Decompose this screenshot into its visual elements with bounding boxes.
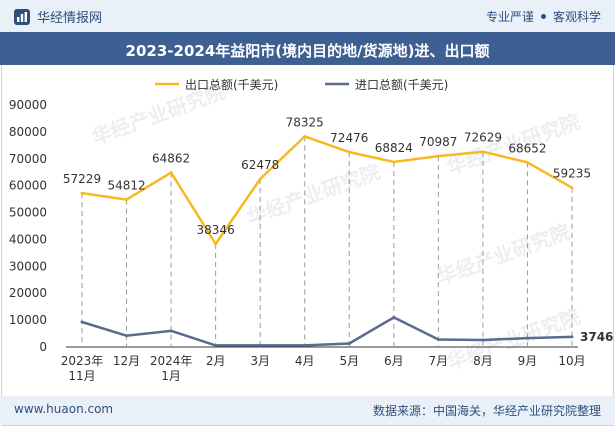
y-tick-label: 60000 <box>9 179 47 193</box>
series-point-1 <box>80 320 84 324</box>
series-line-1 <box>81 316 573 347</box>
tagline: 专业严谨 客观科学 <box>486 8 601 25</box>
series-point-1 <box>303 343 307 347</box>
data-labels: 57229 54812 64862 38346 62478 78325 72476 68824… <box>63 115 614 344</box>
export-data-label: 72629 <box>464 131 502 145</box>
series-point-1 <box>436 337 440 341</box>
vertical-guides <box>81 136 573 347</box>
series-point-0 <box>392 160 396 164</box>
footer-bar: www.huaon.com 数据来源：中国海关，华经产业研究院整理 <box>0 396 615 425</box>
top-bar: 华经情报网 专业严谨 客观科学 <box>0 0 615 32</box>
series-point-1 <box>169 329 173 333</box>
series-point-0 <box>80 191 84 195</box>
series-point-1 <box>347 342 351 346</box>
export-data-label: 68824 <box>375 141 413 155</box>
y-tick-label: 30000 <box>9 259 47 273</box>
watermark-text: 华经产业研究院 <box>434 219 574 289</box>
series-point-1 <box>214 343 218 347</box>
footer-site: www.huaon.com <box>14 402 114 416</box>
y-tick-label: 90000 <box>9 98 47 112</box>
chart-legend: 出口总额(千美元) 进口总额(千美元) <box>155 78 448 92</box>
tagline-right: 客观科学 <box>552 10 601 24</box>
export-data-label: 54812 <box>107 179 145 193</box>
y-tick-label: 10000 <box>9 313 47 327</box>
y-tick-label: 0 <box>39 340 47 354</box>
series-point-1 <box>481 338 485 342</box>
export-data-label: 78325 <box>286 115 324 129</box>
series-point-0 <box>481 150 485 154</box>
series-point-1 <box>392 315 396 319</box>
x-tick-label: 7月 <box>429 354 449 368</box>
tagline-dot <box>540 14 546 19</box>
y-tick-label: 20000 <box>9 286 47 300</box>
x-tick-label: 12月 <box>113 354 140 368</box>
series-point-0 <box>169 171 173 175</box>
x-tick-label: 4月 <box>295 354 315 368</box>
logo-icon <box>14 8 30 25</box>
series-point-0 <box>436 154 440 158</box>
y-tick-label: 50000 <box>9 206 47 220</box>
x-tick-label: 8月 <box>473 354 493 368</box>
x-tick-label: 9月 <box>518 354 538 368</box>
x-tick-label: 6月 <box>384 354 404 368</box>
export-data-label: 38346 <box>197 223 235 237</box>
series-point-1 <box>570 335 574 339</box>
series-point-1 <box>258 343 262 347</box>
legend-label-1: 进口总额(千美元) <box>355 78 448 92</box>
series-point-0 <box>303 134 307 138</box>
series-point-0 <box>214 242 218 246</box>
legend-label-0: 出口总额(千美元) <box>185 78 278 92</box>
export-data-label: 59235 <box>553 167 591 181</box>
series-point-0 <box>347 150 351 154</box>
footer-source: 数据来源：中国海关，华经产业研究院整理 <box>372 404 601 418</box>
title-bar: 2023-2024年益阳市(境内目的地/货源地)进、出口额 <box>0 32 615 65</box>
tagline-left: 专业严谨 <box>485 10 534 24</box>
x-axis: 2023年 11月 12月 2024年 1月 2月 3月 4月 5月 6月 7月 8月 9月 10月 <box>61 354 586 383</box>
brand-name: 华经情报网 <box>37 11 103 26</box>
export-data-label: 68652 <box>508 141 546 155</box>
series-point-0 <box>125 198 129 202</box>
series-point-0 <box>525 160 529 164</box>
y-tick-label: 40000 <box>9 232 47 246</box>
series-point-0 <box>570 186 574 190</box>
series-line-0 <box>81 135 573 246</box>
x-tick-label: 2月 <box>206 354 226 368</box>
series-point-1 <box>525 336 529 340</box>
series-layer <box>80 134 574 347</box>
x-tick-label: 2023年 11月 <box>61 354 104 383</box>
x-tick-label: 5月 <box>339 354 359 368</box>
export-data-label: 70987 <box>419 135 457 149</box>
series-point-0 <box>258 177 262 181</box>
export-data-label: 57229 <box>63 172 101 186</box>
chart-title: 2023-2024年益阳市(境内目的地/货源地)进、出口额 <box>125 42 490 60</box>
y-axis: 0 10000 20000 30000 40000 50000 60000 70000 8000… <box>9 98 578 354</box>
y-tick-label: 70000 <box>9 152 47 166</box>
export-data-label: 62478 <box>241 158 279 172</box>
y-tick-label: 80000 <box>9 125 47 139</box>
x-tick-label: 10月 <box>558 354 585 368</box>
export-data-label: 64862 <box>152 152 190 166</box>
series-point-1 <box>125 334 129 338</box>
brand-logo: 华经情报网 <box>13 7 102 26</box>
export-data-label: 72476 <box>330 131 368 145</box>
x-tick-label: 2024年 1月 <box>150 354 193 383</box>
import-data-label: 3746 <box>580 330 613 344</box>
x-tick-label: 3月 <box>250 354 270 368</box>
